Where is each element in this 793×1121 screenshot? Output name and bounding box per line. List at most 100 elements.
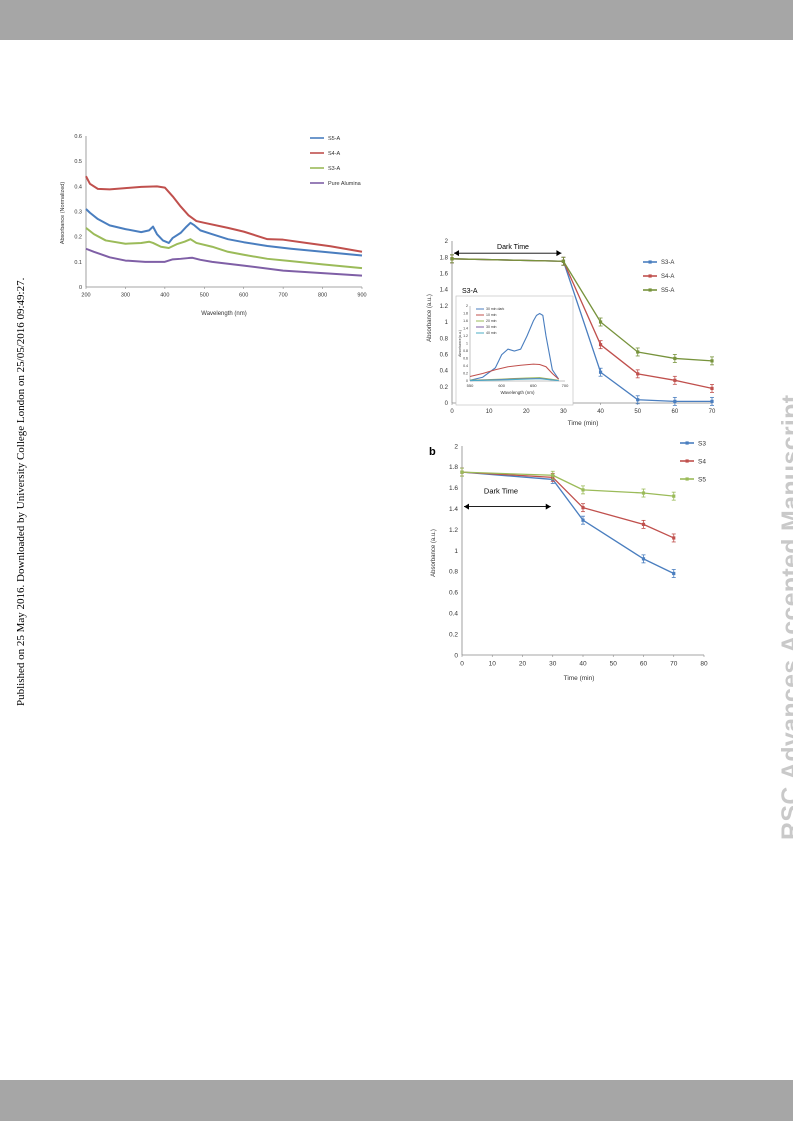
y-tick-label: 1.2	[440, 304, 449, 310]
inset-y-tick-label: 1.4	[463, 327, 468, 331]
y-tick-label: 1.4	[449, 506, 458, 513]
y-tick-label: 0.2	[74, 235, 82, 241]
y-tick-label: 0	[79, 285, 82, 291]
data-point	[673, 399, 677, 403]
data-point	[710, 399, 714, 403]
y-axis-label: Absorbance (Normalized)	[60, 182, 66, 245]
x-tick-label: 30	[560, 409, 567, 415]
x-tick-label: 20	[523, 409, 530, 415]
x-tick-label: 40	[579, 661, 587, 668]
x-tick-label: 900	[357, 293, 366, 299]
y-tick-label: 0.4	[449, 610, 458, 617]
x-tick-label: 60	[672, 409, 679, 415]
data-point	[636, 372, 640, 376]
inset-y-axis-label: Absorbance(a.u.)	[458, 330, 462, 357]
data-point	[672, 536, 676, 540]
legend-label: S4	[698, 458, 706, 465]
inset-y-tick-label: 1.6	[463, 319, 468, 323]
y-tick-label: 0.6	[449, 590, 458, 597]
inset-legend-label: 30 min dark	[486, 307, 505, 311]
x-tick-label: 700	[279, 293, 288, 299]
y-tick-label: 0.4	[74, 184, 82, 190]
legend-marker	[648, 288, 652, 292]
inset-y-tick-label: 1.2	[463, 334, 468, 338]
x-axis-label: Time (min)	[564, 675, 595, 682]
legend-marker	[648, 260, 652, 264]
publication-note: Published on 25 May 2016. Downloaded by …	[15, 277, 27, 706]
inset-chart: 0 0.2 0.4 0.6 0.8 1 1.2 1.4 1.6 1.8 2 550 600 650 700 3…	[455, 288, 574, 406]
x-tick-label: 0	[450, 409, 454, 415]
y-tick-label: 0	[454, 652, 458, 659]
y-tick-label: 0.4	[440, 369, 449, 375]
y-tick-label: 1.6	[440, 272, 449, 278]
data-point	[641, 522, 646, 526]
y-tick-label: 1	[445, 320, 449, 326]
y-tick-label: 1	[454, 548, 458, 555]
arrow-head-right	[545, 503, 551, 510]
x-tick-label: 60	[640, 661, 648, 668]
x-tick-label: 70	[670, 661, 678, 668]
data-point	[710, 386, 714, 391]
legend-label: S5-A	[661, 288, 674, 294]
data-point	[641, 557, 646, 561]
data-point	[581, 488, 585, 492]
inset-series-line	[469, 363, 560, 380]
legend-marker	[685, 441, 689, 445]
inset-legend-label: 10 min	[486, 313, 497, 317]
inset-legend-label: 20 min	[486, 319, 497, 323]
data-point	[561, 259, 566, 263]
data-point	[636, 398, 640, 402]
x-tick-label: 0	[460, 661, 464, 668]
y-tick-label: 0.2	[449, 631, 458, 638]
x-tick-label: 800	[318, 293, 327, 299]
data-point	[460, 470, 464, 474]
footer-band	[0, 1080, 793, 1121]
data-point	[598, 320, 603, 324]
inset-x-tick-label: 700	[562, 383, 569, 388]
inset-y-tick-label: 0.4	[463, 364, 468, 368]
series-line	[85, 175, 363, 253]
y-tick-label: 2	[454, 443, 458, 450]
inset-series-line	[469, 378, 559, 382]
x-axis-label: Wavelength (nm)	[201, 311, 246, 317]
inset-series-line	[469, 312, 560, 381]
x-tick-label: 80	[700, 661, 708, 668]
legend-label: S4-A	[661, 274, 674, 280]
x-tick-label: 400	[160, 293, 169, 299]
legend-label: S3	[698, 440, 706, 447]
inset-y-tick-label: 0	[466, 379, 468, 383]
series-line	[85, 227, 363, 270]
y-tick-label: 0.6	[74, 134, 82, 140]
header-band	[0, 0, 793, 40]
x-tick-label: 200	[81, 293, 90, 299]
legend-label: S3-A	[328, 166, 341, 172]
x-tick-label: 30	[549, 661, 557, 668]
inset-x-tick-label: 600	[498, 383, 505, 388]
data-point	[581, 518, 585, 522]
x-tick-label: 300	[121, 293, 130, 299]
series-line	[85, 247, 363, 277]
absorbance-time-chart-b: b Absorbance (a.u.) 0 0.2 0.4 0.6 0.8 1 1.2 1.4…	[429, 440, 708, 682]
data-point	[672, 571, 676, 576]
legend-marker	[685, 477, 689, 481]
x-axis-label: Time (min)	[568, 420, 599, 427]
data-point	[636, 350, 640, 354]
y-tick-label: 0.3	[74, 209, 82, 215]
inset-y-tick-label: 1	[466, 342, 468, 346]
inset-legend-label: 40 min	[486, 331, 497, 335]
y-axis-label: Absorbance (a.u.)	[431, 529, 437, 577]
y-tick-label: 1.4	[440, 288, 449, 294]
x-tick-label: 10	[486, 409, 493, 415]
data-point	[673, 378, 677, 382]
y-tick-label: 0.1	[74, 260, 82, 266]
legend-label: S3-A	[661, 260, 674, 266]
y-tick-label: 0.8	[440, 336, 449, 342]
data-point	[551, 473, 555, 477]
y-axis-title: Absorbance (Normalized)	[60, 182, 66, 245]
data-point	[672, 494, 676, 498]
inset-y-tick-label: 2	[466, 304, 468, 308]
panel-label: b	[429, 446, 436, 458]
legend-label: S5-A	[328, 136, 341, 142]
absorbance-time-chart: Absorbance (a.u.) 0 0.2 0.4 0.6 0.8 1 1.2 1.4 1.…	[427, 239, 716, 427]
data-point	[641, 491, 646, 495]
